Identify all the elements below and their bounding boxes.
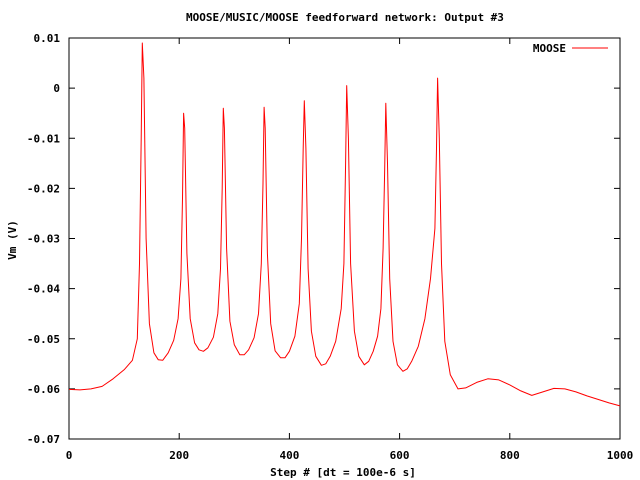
y-axis-label: Vm (V) [6,220,19,260]
x-tick-label: 0 [66,449,73,462]
y-tick-label: -0.04 [27,283,60,296]
series-layer [68,42,621,407]
x-axis-label: Step # [dt = 100e-6 s] [270,466,416,479]
y-tick-label: 0.01 [34,32,61,45]
y-tick-label: -0.05 [27,333,60,346]
y-tick-label: 0 [53,82,60,95]
y-tick-label: -0.07 [27,433,60,446]
x-tick-label: 1000 [607,449,634,462]
legend-label: MOOSE [533,42,566,55]
y-axis: 0.01 0 -0.01 -0.02 -0.03 -0.04 -0.05 -0.06 -0.07 [27,32,620,446]
x-tick-label: 200 [169,449,189,462]
y-tick-label: -0.02 [27,182,60,195]
chart-title: MOOSE/MUSIC/MOOSE feedforward network: O… [186,11,504,24]
y-tick-label: -0.01 [27,132,60,145]
legend: MOOSE [533,42,608,55]
x-tick-label: 600 [390,449,410,462]
x-tick-label: 400 [279,449,299,462]
y-tick-label: -0.06 [27,383,60,396]
y-tick-label: -0.03 [27,233,60,246]
series-line-moose [68,42,621,407]
x-tick-label: 800 [500,449,520,462]
x-axis: 0 200 400 600 800 1000 [66,38,634,462]
